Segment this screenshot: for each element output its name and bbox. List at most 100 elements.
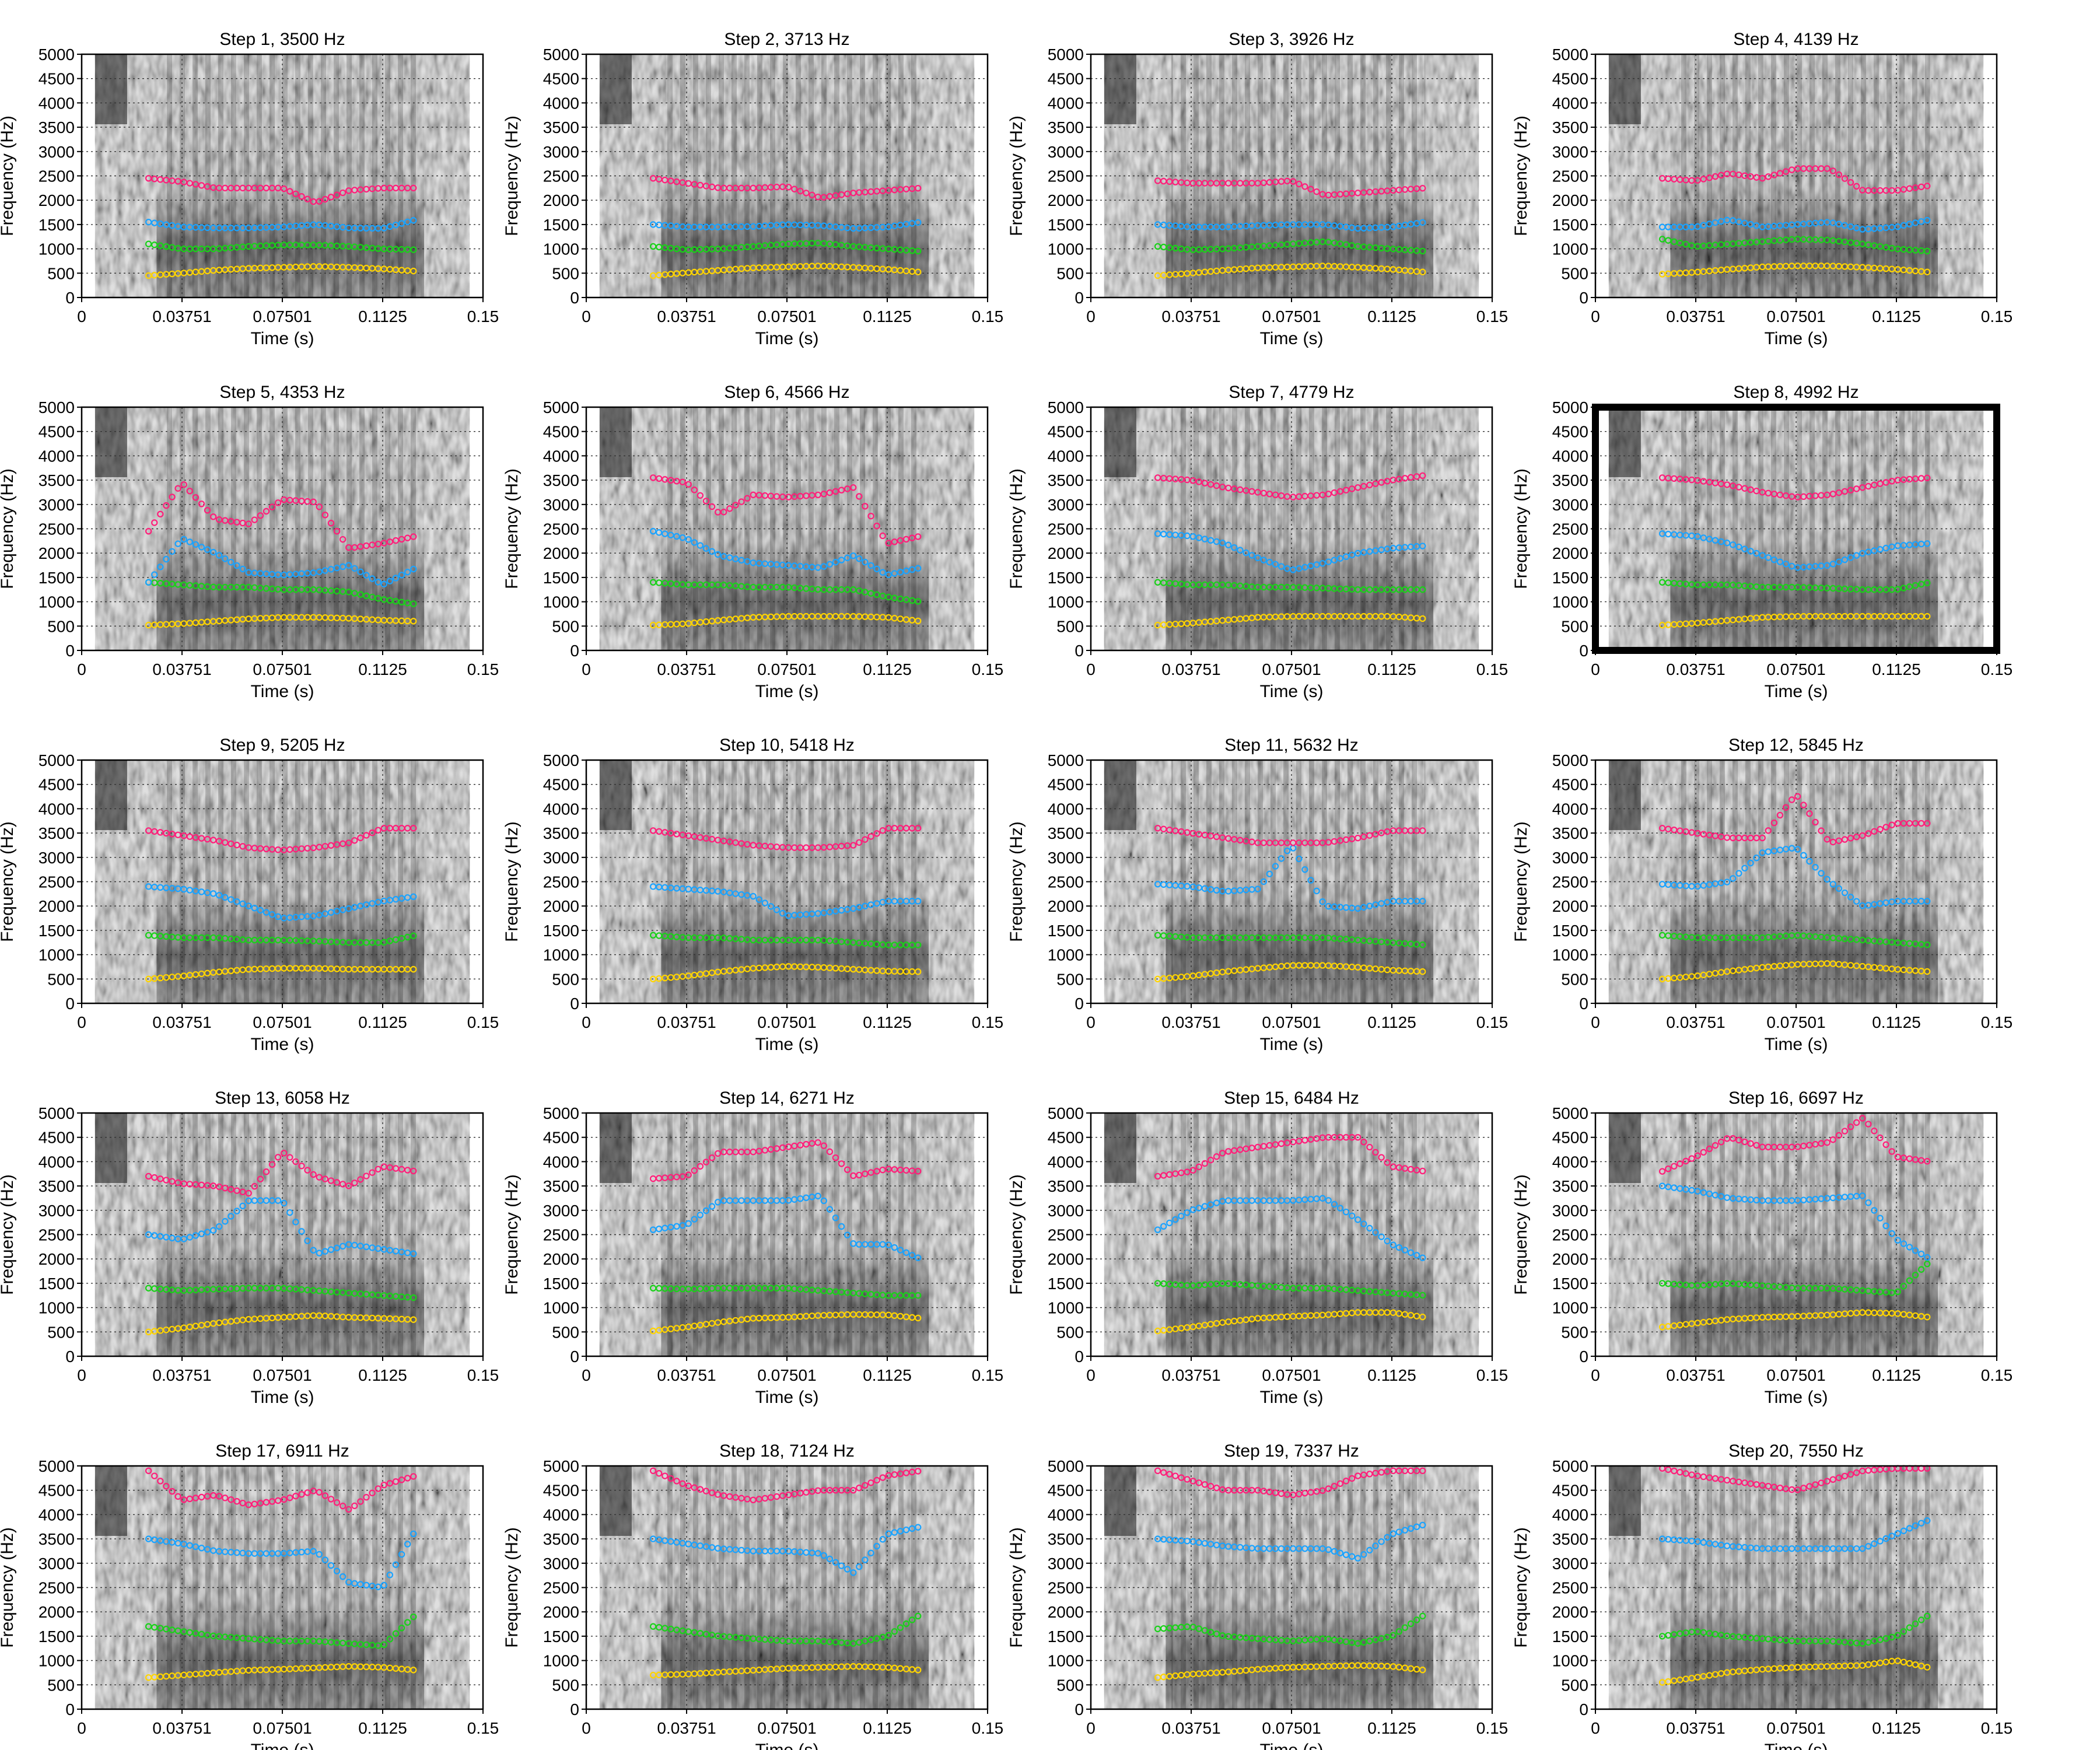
point-F4: [1665, 1165, 1672, 1172]
point-F2: [380, 939, 387, 946]
y-tick-label: 2500: [1552, 1226, 1588, 1244]
x-tick-label: 0.03751: [1161, 1719, 1220, 1737]
point-F4: [321, 1175, 329, 1182]
y-tick-label: 1000: [1048, 1299, 1084, 1317]
y-tick-label: 4500: [1048, 70, 1084, 88]
point-F3: [1354, 550, 1362, 557]
point-F3: [1278, 855, 1285, 862]
point-F3: [696, 542, 704, 549]
point-F3: [1413, 1252, 1420, 1259]
point-F4: [1319, 1487, 1326, 1494]
point-F4: [867, 513, 874, 520]
point-F2: [386, 1636, 394, 1643]
point-F4: [157, 510, 164, 518]
point-F2: [1366, 1637, 1373, 1644]
y-tick-label: 4500: [38, 423, 75, 441]
point-F1: [1917, 1662, 1925, 1670]
point-F4: [908, 534, 916, 541]
panel-title: Step 11, 5632 Hz: [1224, 736, 1359, 755]
point-F2: [1419, 1612, 1426, 1620]
point-F4: [410, 1473, 417, 1480]
point-F1: [1894, 1657, 1901, 1664]
point-F3: [1331, 556, 1338, 564]
point-F4: [286, 1494, 293, 1502]
y-tick-label: 3000: [1552, 1555, 1588, 1573]
point-F4: [1853, 183, 1860, 190]
y-tick-label: 1000: [38, 1299, 75, 1317]
y-tick-label: 2000: [1048, 1250, 1084, 1268]
point-F2: [1900, 584, 1908, 592]
point-F3: [832, 1559, 839, 1566]
panel-step-12: Step 12, 5845 Hz 0 500 1000 1500 2000 2500 3000…: [1511, 736, 2013, 1054]
point-F4: [1829, 167, 1836, 174]
point-F3: [1301, 866, 1308, 873]
point-F3: [1378, 1538, 1385, 1545]
point-F3: [885, 571, 892, 578]
y-tick-label: 2500: [1048, 1579, 1084, 1597]
point-F4: [327, 520, 335, 527]
point-F4: [1384, 1159, 1391, 1166]
point-F3: [691, 1216, 698, 1223]
x-tick-label: 0.07501: [757, 1013, 816, 1031]
point-F3: [1401, 1247, 1409, 1254]
point-F4: [862, 503, 869, 510]
point-F3: [404, 568, 411, 576]
point-F3: [1829, 881, 1836, 888]
point-F2: [1912, 1272, 1919, 1279]
point-F4: [192, 494, 200, 501]
point-F4: [1712, 1142, 1719, 1149]
point-F2: [1676, 239, 1684, 247]
point-F3: [345, 905, 352, 912]
point-F3: [1917, 1520, 1925, 1527]
point-F4: [339, 1181, 346, 1188]
y-tick-label: 0: [65, 642, 75, 660]
point-F3: [908, 1252, 916, 1259]
y-tick-label: 1500: [1552, 1275, 1588, 1293]
point-F3: [1859, 1192, 1866, 1199]
point-F3: [363, 572, 370, 579]
x-tick-label: 0.07501: [757, 660, 816, 678]
point-F3: [1283, 847, 1291, 855]
point-F3: [1882, 1535, 1889, 1542]
point-F3: [1319, 1545, 1326, 1552]
y-tick-label: 2500: [38, 520, 75, 538]
series-F1: [1658, 262, 1931, 278]
point-F4: [685, 481, 692, 488]
point-F4: [1888, 478, 1895, 485]
point-F4: [1366, 481, 1373, 489]
point-F2: [1871, 1637, 1878, 1644]
point-F4: [862, 1170, 869, 1177]
point-F4: [163, 1483, 170, 1490]
point-F3: [1888, 1532, 1895, 1539]
point-F3: [1372, 1229, 1379, 1236]
point-F3: [1859, 550, 1866, 557]
point-F4: [151, 519, 158, 526]
series-F2: [1658, 579, 1931, 593]
x-tick-label: 0.1125: [863, 307, 912, 326]
point-F3: [1906, 1244, 1913, 1251]
x-tick-label: 0.07501: [757, 1366, 816, 1384]
point-F2: [1906, 1624, 1913, 1631]
point-F3: [679, 534, 686, 541]
y-tick-label: 1000: [1048, 593, 1084, 611]
point-F4: [1829, 1476, 1836, 1483]
point-F3: [908, 1525, 916, 1532]
point-F2: [1407, 1620, 1415, 1628]
point-F3: [1319, 898, 1326, 905]
point-F3: [1894, 1237, 1901, 1244]
point-F3: [404, 1541, 411, 1548]
point-F4: [662, 1472, 668, 1479]
point-F3: [1319, 560, 1326, 567]
point-F3: [1231, 544, 1238, 551]
point-F4: [1213, 1484, 1220, 1492]
y-tick-label: 4500: [543, 70, 579, 88]
point-F4: [679, 478, 686, 485]
point-F3: [157, 564, 164, 570]
panel-title: Step 2, 3713 Hz: [724, 30, 849, 49]
point-F3: [1706, 220, 1713, 228]
point-F4: [216, 1183, 223, 1191]
point-F3: [321, 1248, 329, 1255]
point-F3: [1419, 542, 1426, 550]
point-F4: [1800, 1485, 1807, 1492]
x-tick-label: 0: [1086, 1366, 1096, 1384]
